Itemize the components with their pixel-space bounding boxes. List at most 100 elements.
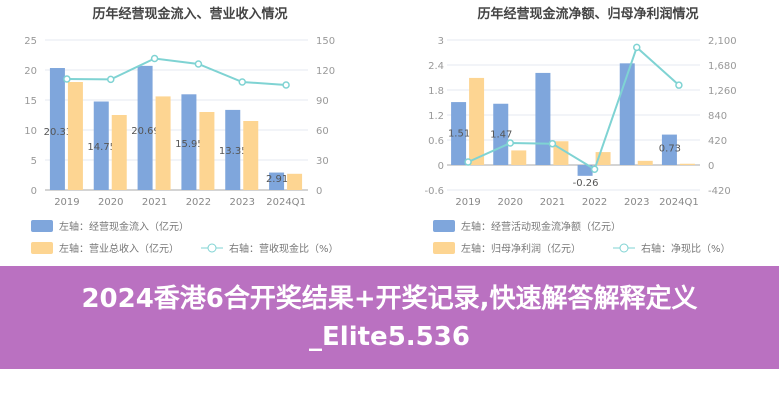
data-label: 1.51 — [448, 129, 470, 140]
legend-label: 左轴：营业总收入（亿元） — [59, 242, 179, 255]
right-tick-label: 60 — [316, 126, 329, 137]
bar — [49, 68, 65, 190]
chart-title: 历年经营现金流净额、归母净利润情况 — [477, 6, 698, 22]
bar — [225, 109, 241, 190]
x-tick-label: 2019 — [54, 197, 79, 208]
data-label: 20.69 — [131, 126, 160, 137]
line-point — [150, 54, 159, 63]
banner-line-1: 2024香港6合开奖结果+开奖记录,快速解答解释定义 — [81, 284, 698, 314]
legend-label: 右轴：营收现金比（%） — [229, 242, 339, 255]
line-point — [675, 81, 683, 89]
data-label: 14.75 — [87, 142, 116, 153]
data-label: 20.33 — [44, 127, 73, 138]
x-tick-label: 2020 — [498, 197, 523, 208]
bar — [287, 173, 303, 190]
data-label: 2.91 — [266, 174, 288, 185]
left-tick-label: 10 — [24, 126, 37, 137]
line-point — [464, 158, 472, 166]
bar — [637, 160, 653, 165]
overlay-banner: 2024香港6合开奖结果+开奖记录,快速解答解释定义 _Elite5.536 — [0, 266, 779, 369]
series-line — [467, 45, 680, 171]
left-tick-label: 0 — [438, 161, 444, 172]
line-point — [107, 75, 115, 84]
right-tick-label: 840 — [708, 111, 727, 122]
legend-swatch — [433, 220, 455, 232]
x-tick-label: 2022 — [186, 197, 211, 208]
bar — [181, 94, 197, 190]
right-tick-label: -420 — [708, 186, 731, 197]
data-label: 13.35 — [219, 146, 248, 157]
line-point — [590, 165, 599, 174]
x-tick-label: 2021 — [540, 197, 565, 208]
data-label: 15.95 — [175, 139, 204, 150]
legend-marker — [619, 243, 629, 253]
right-tick-label: 120 — [316, 66, 335, 77]
bar — [93, 101, 109, 190]
right-tick-label: 2,100 — [708, 36, 737, 47]
x-tick-label: 2020 — [98, 197, 123, 208]
bar — [111, 115, 127, 190]
data-label: 1.47 — [490, 129, 512, 140]
bar — [535, 72, 551, 165]
x-tick-label: 2024Q1 — [659, 197, 699, 208]
bar — [155, 96, 171, 190]
right-tick-label: 0 — [708, 161, 714, 172]
series-line — [66, 57, 287, 86]
legend-swatch — [31, 242, 53, 254]
legend-label: 左轴：经营现金流入（亿元） — [59, 220, 189, 233]
x-tick-label: 2023 — [230, 197, 255, 208]
bar — [137, 65, 153, 190]
x-tick-label: 2022 — [582, 197, 607, 208]
legend-swatch — [433, 242, 455, 254]
line-point — [282, 81, 290, 89]
legend-label: 左轴：归母净利润（亿元） — [461, 242, 581, 255]
bar — [269, 172, 285, 190]
data-label: -0.26 — [573, 178, 599, 189]
left-tick-label: 20 — [24, 66, 37, 77]
right-tick-label: 90 — [316, 96, 329, 107]
left-tick-label: 3 — [438, 36, 444, 47]
bar — [679, 163, 695, 165]
x-tick-label: 2019 — [455, 197, 480, 208]
chart-title: 历年经营现金流入、营业收入情况 — [92, 6, 287, 22]
line-point — [633, 43, 641, 52]
line-point — [506, 139, 514, 147]
x-tick-label: 2021 — [142, 197, 167, 208]
x-tick-label: 2023 — [624, 197, 649, 208]
left-tick-label: 5 — [31, 156, 37, 167]
bar — [511, 150, 527, 165]
legend-marker — [207, 243, 217, 253]
bar — [661, 134, 677, 165]
left-tick-label: 1.2 — [428, 111, 444, 122]
right-tick-label: 420 — [708, 136, 727, 147]
right-tick-label: 0 — [316, 186, 322, 197]
line-point — [194, 60, 203, 68]
banner-line-2: _Elite5.536 — [309, 322, 470, 352]
legend-label: 右轴：净现比（%） — [641, 242, 731, 255]
left-tick-label: 15 — [24, 96, 37, 107]
right-tick-label: 1,680 — [708, 61, 737, 72]
line-point — [238, 78, 246, 86]
legend-swatch — [31, 220, 53, 232]
bar — [619, 63, 635, 166]
bar — [67, 82, 83, 190]
data-label: 0.73 — [659, 143, 681, 154]
right-tick-label: 30 — [316, 156, 329, 167]
left-tick-label: 2.4 — [428, 61, 444, 72]
bar — [199, 112, 215, 190]
bar — [577, 165, 593, 176]
legend-label: 左轴：经营活动现金流净额（亿元） — [461, 220, 621, 233]
left-tick-label: 0 — [31, 186, 37, 197]
bar — [451, 102, 467, 165]
left-tick-label: 1.8 — [428, 86, 444, 97]
line-point — [63, 75, 71, 83]
bar — [243, 121, 259, 190]
left-tick-label: 0.6 — [428, 136, 444, 147]
left-tick-label: -0.6 — [424, 186, 444, 197]
bar — [469, 77, 485, 165]
x-tick-label: 2024Q1 — [266, 197, 306, 208]
left-tick-label: 25 — [24, 36, 37, 47]
right-tick-label: 1,260 — [708, 86, 737, 97]
right-tick-label: 150 — [316, 36, 335, 47]
